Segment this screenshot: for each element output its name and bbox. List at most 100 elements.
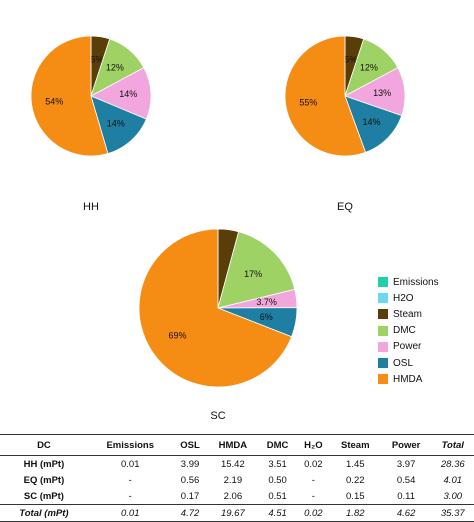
- slice-label-power: 13%: [373, 88, 391, 98]
- table-cell: 0.22: [346, 474, 365, 486]
- table-cell: 2.06: [223, 490, 243, 502]
- table-header-cell: Power: [380, 434, 432, 456]
- table-row: EQ (mPt) - 0.56 2.19 0.50 - 0.22 0.54 4.…: [0, 472, 474, 488]
- pie-chart-sc: 17% 3.7% 6% 69% SC: [138, 228, 298, 422]
- pie-title-sc: SC: [210, 410, 225, 422]
- slice-label-dmc: 12%: [106, 63, 124, 73]
- legend-label-osl: OSL: [393, 357, 414, 369]
- slice-label-osl: 14%: [107, 119, 125, 129]
- pie-title-hh: HH: [83, 201, 99, 213]
- table-cell: 0.50: [268, 474, 287, 486]
- table-cell: 3.00: [443, 490, 463, 502]
- slice-label-dmc: 12%: [360, 63, 378, 73]
- table-total-row: Total (mPt) 0.01 4.72 19.67 4.51 0.02 1.…: [0, 504, 474, 522]
- legend-label-power: Power: [393, 341, 422, 353]
- impact-table: DC Emissions OSL HMDA DMC H₂O Steam Powe…: [0, 434, 474, 522]
- table-cell: 3.51: [268, 458, 287, 470]
- table-cell: 4.62: [380, 504, 432, 522]
- pie-charts-figure: 5%12%14%14%54%HH5%12%13%14%55%EQ17%3.7%6…: [30, 35, 406, 422]
- table-cell: 19.67: [207, 504, 259, 522]
- pie-slice-dmc: [217, 231, 296, 309]
- legend-swatch-dmc: [378, 325, 388, 336]
- table-cell: 3.97: [396, 458, 416, 470]
- legend-item-power: Power: [378, 339, 470, 355]
- legend-item-dmc: DMC: [378, 323, 470, 339]
- table-row: SC (mPt) - 0.17 2.06 0.51 - 0.15 0.11 3.…: [0, 488, 474, 505]
- table-cell: 28.36: [440, 458, 465, 470]
- table-cell: 4.01: [443, 474, 463, 486]
- slice-label-dmc: 17%: [244, 269, 262, 279]
- legend: Emissions H2O Steam DMC Power OSL HMDA: [378, 274, 470, 387]
- legend-item-hmda: HMDA: [378, 371, 470, 387]
- table-cell: 3.99: [180, 458, 200, 470]
- table-header-cell: OSL: [172, 434, 208, 456]
- legend-swatch-h2o: [378, 293, 388, 304]
- slice-label-steam: 5%: [344, 54, 357, 64]
- table-cell: 0.17: [180, 490, 200, 502]
- pie-slice-hmda: [138, 228, 293, 388]
- pie-chart-eq: 5%12% 13% 14% 55% EQ: [284, 35, 406, 213]
- table-cell: 0.01: [120, 458, 140, 470]
- pie-slice-hmda: [30, 35, 109, 157]
- table-cell: 4.51: [258, 504, 297, 522]
- table-cell: HH (mPt): [23, 458, 65, 470]
- table-cell: -: [128, 490, 132, 502]
- table-header-cell: DMC: [258, 434, 297, 456]
- table-cell: Total (mPt): [0, 504, 88, 522]
- table-cell: 2.19: [223, 474, 243, 486]
- table-header-cell: HMDA: [207, 434, 259, 456]
- table-cell: 4.72: [172, 504, 208, 522]
- table-cell: 35.37: [431, 504, 474, 522]
- legend-item-steam: Steam: [378, 306, 470, 322]
- legend-swatch-power: [378, 341, 388, 352]
- table-cell: EQ (mPt): [23, 474, 65, 486]
- table-cell: 0.54: [396, 474, 416, 486]
- table-cell: 0.01: [87, 504, 173, 522]
- legend-label-hmda: HMDA: [393, 373, 423, 385]
- table-header-cell: Emissions: [87, 434, 173, 456]
- pie-slice-power: [90, 67, 152, 120]
- table-cell: SC (mPt): [23, 490, 64, 502]
- table-cell: 0.11: [397, 490, 415, 502]
- legend-swatch-steam: [378, 309, 388, 320]
- table-cell: 1.45: [346, 458, 365, 470]
- legend-label-steam: Steam: [393, 308, 422, 320]
- legend-label-h2o: H2O: [393, 292, 414, 304]
- table-header-cell: DC: [0, 434, 88, 456]
- table-cell: 0.51: [268, 490, 287, 502]
- table-header-cell: Steam: [329, 434, 381, 456]
- slice-label-hmda: 54%: [45, 96, 63, 106]
- legend-item-emissions: Emissions: [378, 274, 470, 290]
- legend-swatch-hmda: [378, 374, 388, 385]
- table-cell: 0.15: [346, 490, 365, 502]
- legend-label-dmc: DMC: [393, 325, 416, 337]
- legend-item-h2o: H2O: [378, 290, 470, 306]
- slice-label-osl: 6%: [260, 312, 273, 322]
- impact-table-container: DC Emissions OSL HMDA DMC H₂O Steam Powe…: [0, 434, 474, 522]
- table-row: HH (mPt) 0.01 3.99 15.42 3.51 0.02 1.45 …: [0, 456, 474, 473]
- table-cell: 0.56: [180, 474, 200, 486]
- legend-label-emissions: Emissions: [393, 276, 439, 288]
- slice-label-hmda: 69%: [168, 331, 186, 341]
- pie-slice-osl: [90, 95, 147, 155]
- table-cell: -: [128, 474, 132, 486]
- table-cell: -: [311, 474, 315, 486]
- pie-slice-hmda: [284, 35, 367, 157]
- pie-chart-hh: 5%12% 14% 14% 54% HH: [30, 35, 152, 213]
- table-cell: 0.02: [304, 458, 323, 470]
- slice-label-osl: 14%: [362, 117, 380, 127]
- pie-slice-osl: [344, 95, 403, 153]
- slice-label-hmda: 55%: [299, 98, 317, 108]
- table-header-cell: H₂O: [296, 434, 330, 456]
- table-header-cell: Total: [431, 434, 474, 456]
- legend-item-osl: OSL: [378, 355, 470, 371]
- slice-label-power: 14%: [119, 89, 137, 99]
- slice-label-power: 3.7%: [256, 297, 277, 307]
- pie-title-eq: EQ: [337, 201, 353, 213]
- table-header-row: DC Emissions OSL HMDA DMC H₂O Steam Powe…: [0, 434, 474, 456]
- legend-swatch-osl: [378, 358, 388, 369]
- table-cell: 0.02: [296, 504, 330, 522]
- legend-swatch-emissions: [378, 277, 388, 288]
- table-cell: 1.82: [329, 504, 381, 522]
- slice-label-steam: 5%: [90, 54, 103, 64]
